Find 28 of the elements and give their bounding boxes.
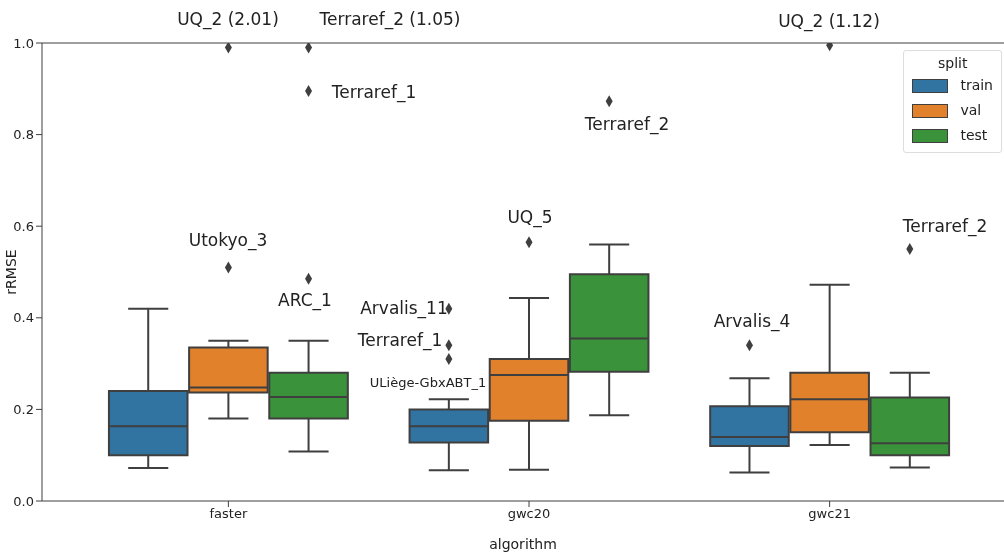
text: UQ_2 (1.12) <box>778 11 880 32</box>
annotation: Arvalis_11 <box>360 298 448 319</box>
legend-label: train <box>960 76 993 95</box>
legend-label: test <box>960 126 988 145</box>
annotation: ULiège-GbxABT_1 <box>369 374 487 390</box>
y-tick-label: 0.6 <box>13 218 34 234</box>
x-axis-title: algorithm <box>489 536 557 552</box>
x-tick-label: gwc20 <box>507 506 551 522</box>
x-tick-label: faster <box>209 506 248 522</box>
y-tick-label: 0.4 <box>13 310 34 326</box>
y-tick-label: 1.0 <box>13 35 34 51</box>
legend-title: split <box>936 55 969 71</box>
annotation: Terraref_1 <box>356 330 443 351</box>
annotation: Terraref_1 <box>330 82 417 103</box>
annotation: Terraref_2 <box>583 114 670 135</box>
y-tick-label: 0.2 <box>13 402 34 418</box>
annotation: Terraref_2 <box>901 216 988 237</box>
annotation: Arvalis_4 <box>713 311 791 332</box>
text: UQ_2 (2.01) <box>177 9 279 30</box>
y-tick-label: 0.8 <box>13 127 34 143</box>
annotation: ARC_1 <box>278 290 332 311</box>
legend-label: val <box>960 101 982 120</box>
text: Terraref_2 (1.05) <box>318 9 461 30</box>
y-axis-title: rRMSE <box>3 249 19 295</box>
x-tick-label: gwc21 <box>808 506 851 522</box>
annotation: UQ_5 <box>507 207 553 228</box>
y-tick-label: 0.0 <box>13 493 34 509</box>
annotation: Utokyo_3 <box>188 230 268 251</box>
